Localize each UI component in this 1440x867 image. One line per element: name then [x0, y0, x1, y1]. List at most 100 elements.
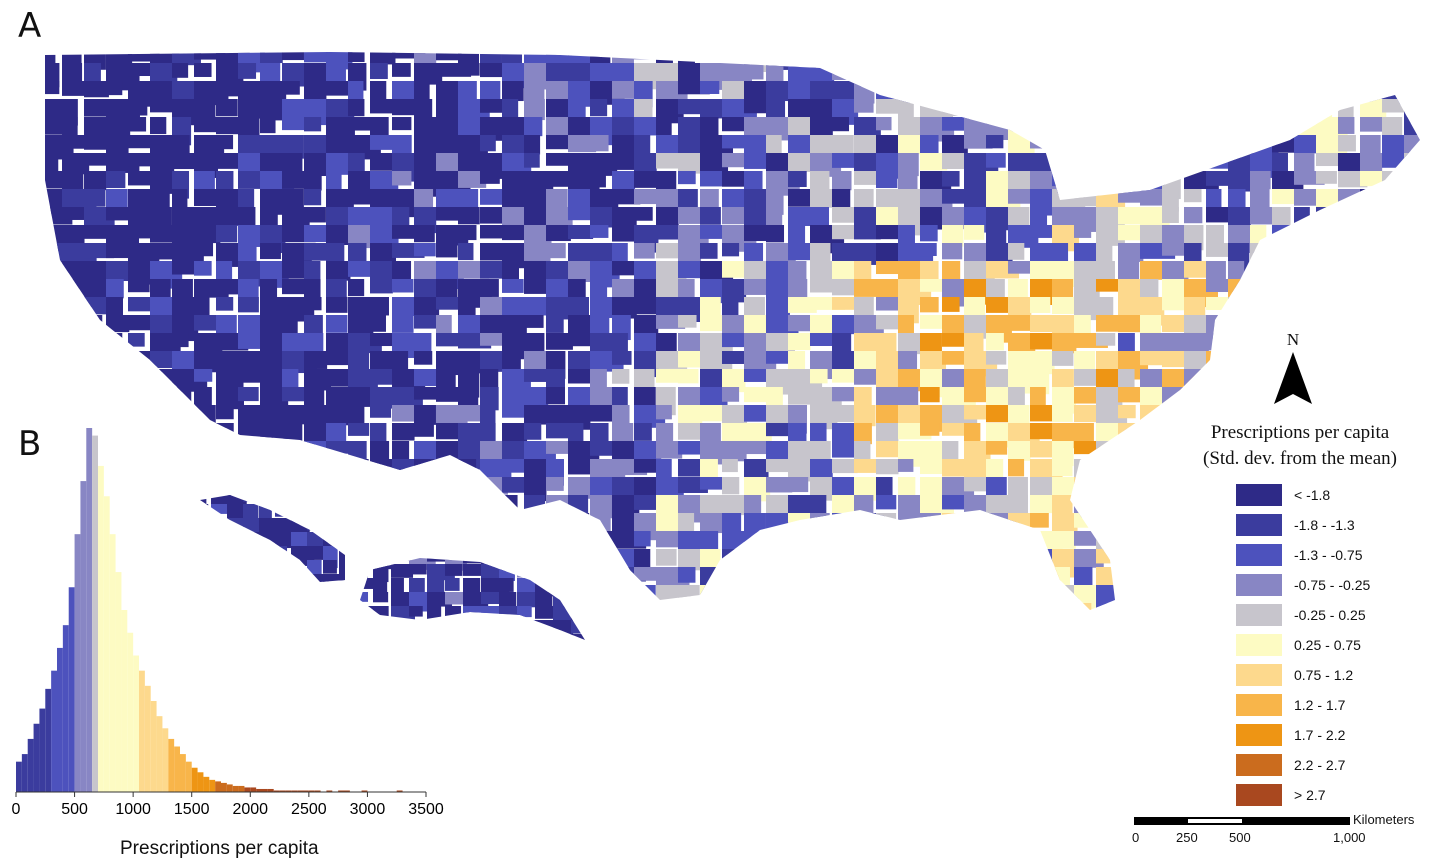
map-region	[546, 513, 572, 542]
map-region	[722, 117, 748, 132]
map-region	[304, 405, 328, 426]
map-region	[1316, 261, 1341, 280]
map-region	[458, 423, 484, 444]
hist-tick-label: 500	[61, 801, 88, 818]
map-region	[106, 369, 141, 387]
map-region	[546, 531, 578, 549]
map-region	[964, 567, 999, 582]
map-region	[1382, 207, 1402, 226]
map-region	[84, 153, 111, 166]
map-region	[1074, 189, 1100, 207]
map-region	[942, 243, 963, 260]
histogram-bar	[191, 767, 198, 792]
map-region	[589, 578, 611, 600]
map-region	[436, 153, 464, 172]
histogram-bar	[62, 625, 69, 792]
map-region	[920, 153, 948, 171]
map-region	[348, 52, 365, 63]
map-region	[553, 592, 577, 609]
map-region	[1008, 549, 1028, 573]
map-region	[1140, 531, 1172, 559]
map-region	[571, 558, 585, 567]
map-region	[370, 279, 393, 294]
map-region	[942, 81, 960, 100]
map-region	[172, 387, 192, 415]
map-region	[1360, 171, 1385, 187]
map-region	[106, 81, 123, 96]
map-region	[1184, 52, 1217, 67]
map-region	[348, 423, 370, 436]
map-region	[898, 549, 916, 564]
map-region	[370, 117, 389, 136]
map-region	[480, 513, 498, 536]
map-region	[1294, 52, 1314, 69]
map-region	[590, 423, 609, 443]
map-region	[45, 171, 65, 189]
map-region	[1426, 567, 1440, 585]
map-region	[964, 603, 992, 610]
map-region	[1338, 207, 1362, 228]
map-region	[700, 549, 721, 573]
map-region	[45, 297, 69, 315]
map-region	[832, 441, 860, 458]
map-region	[920, 333, 942, 357]
legend-label: -1.3 - -0.75	[1294, 547, 1363, 563]
map-region	[1250, 117, 1267, 145]
legend-swatch	[1236, 724, 1282, 746]
map-region	[854, 369, 877, 385]
map-region	[1404, 243, 1420, 259]
map-region	[876, 171, 898, 189]
map-region	[1382, 99, 1416, 113]
map-region	[590, 333, 617, 354]
map-region	[238, 63, 257, 79]
map-region	[524, 513, 545, 527]
map-region	[1294, 297, 1327, 318]
histogram-bar	[244, 787, 251, 792]
histogram-bar	[209, 779, 216, 792]
map-region	[463, 558, 486, 564]
map-region	[571, 620, 585, 634]
map-region	[876, 279, 899, 298]
map-region	[656, 279, 684, 303]
map-region	[1030, 585, 1051, 602]
map-region	[370, 261, 394, 285]
map-region	[898, 603, 926, 610]
map-region	[788, 279, 808, 301]
map-region	[517, 558, 546, 564]
map-region	[1074, 369, 1098, 386]
map-region	[920, 279, 944, 292]
map-region	[1404, 405, 1420, 422]
map-region	[1250, 81, 1272, 108]
map-region	[986, 63, 1020, 79]
map-region	[942, 99, 975, 117]
map-region	[854, 459, 882, 473]
map-region	[1118, 63, 1149, 87]
map-region	[810, 135, 837, 159]
map-region	[128, 333, 145, 347]
map-region	[106, 279, 124, 299]
map-region	[326, 81, 355, 96]
map-region	[517, 634, 535, 640]
map-region	[128, 153, 154, 167]
map-region	[62, 405, 86, 422]
map-region	[744, 99, 773, 114]
map-region	[1404, 63, 1420, 80]
legend-swatch	[1236, 634, 1282, 656]
map-region	[788, 603, 805, 610]
map-region	[1074, 225, 1092, 238]
map-region	[445, 578, 460, 591]
map-region	[524, 261, 548, 285]
map-region	[964, 513, 989, 535]
map-region	[920, 531, 942, 558]
map-region	[1294, 279, 1318, 307]
map-region	[700, 171, 728, 187]
histogram-bar	[215, 781, 221, 792]
map-region	[1052, 333, 1077, 354]
north-label: N	[1286, 330, 1300, 349]
map-region	[238, 171, 262, 189]
map-region	[546, 189, 568, 210]
map-region	[326, 297, 348, 313]
map-region	[810, 117, 833, 136]
legend-item: -1.3 - -0.75	[1236, 540, 1420, 570]
map-region	[942, 171, 960, 187]
